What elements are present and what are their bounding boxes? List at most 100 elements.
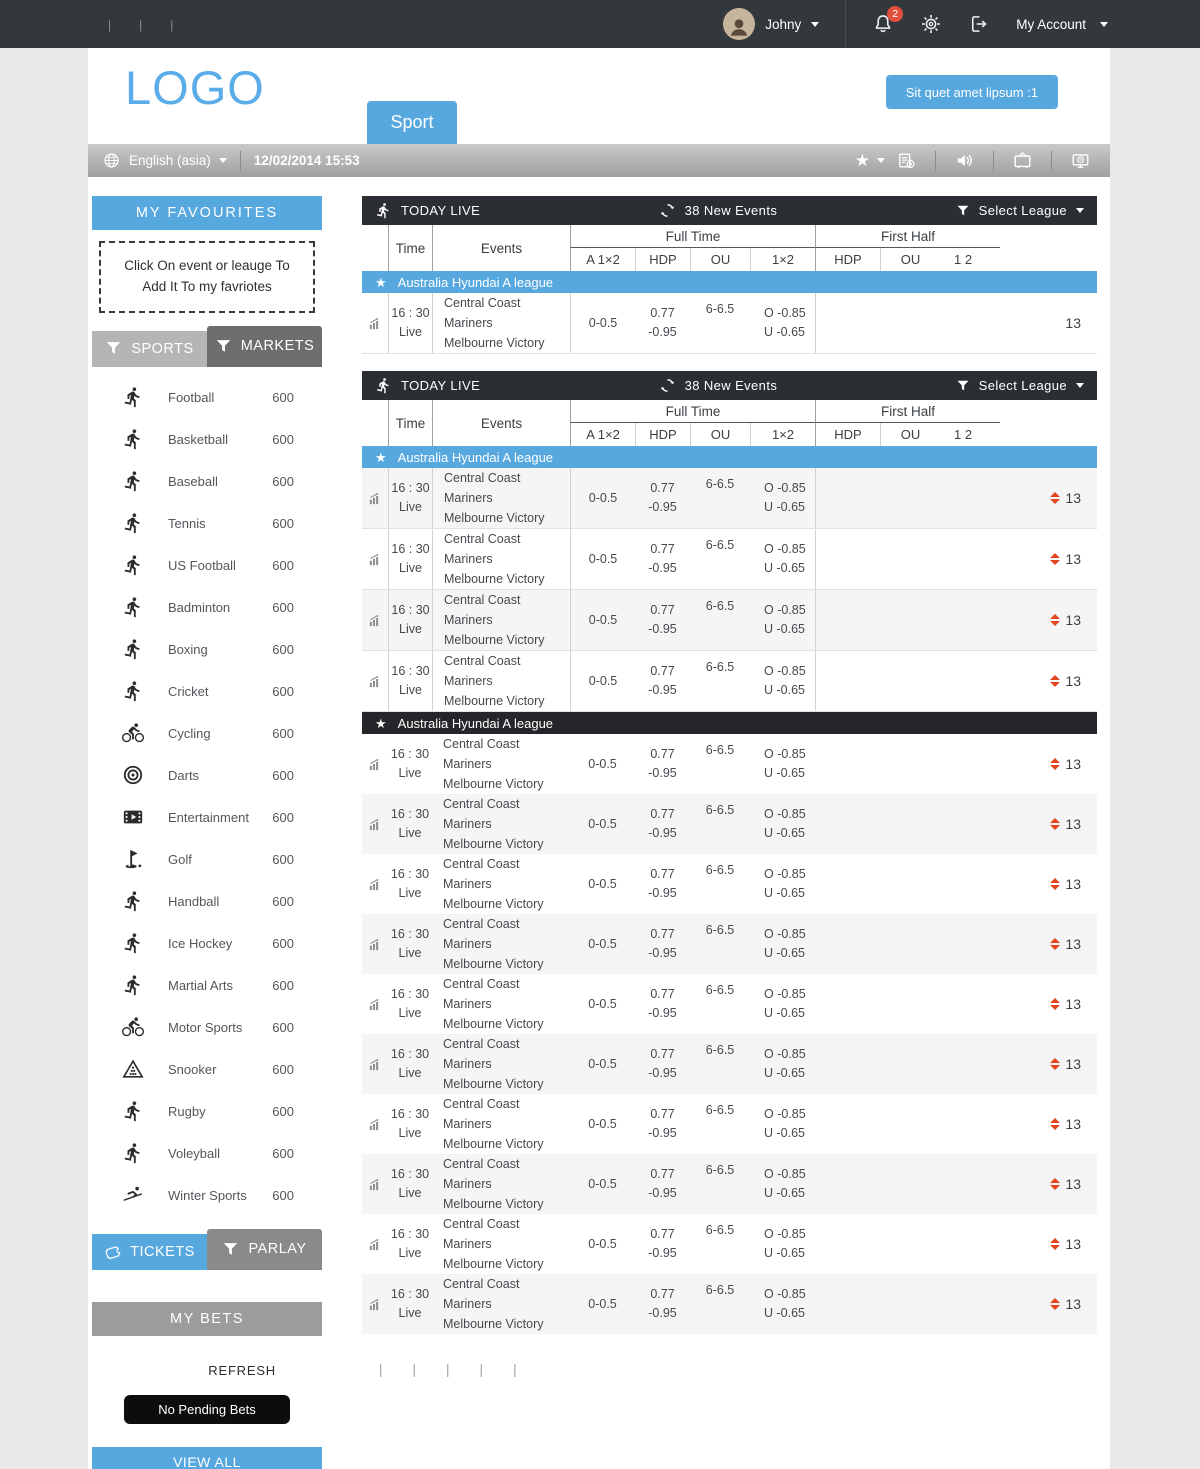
sidebar-sport-item[interactable]: Cycling 600: [92, 713, 322, 755]
favourite-star-icon[interactable]: ★: [375, 715, 387, 731]
odds-hdp[interactable]: 0.77 -0.95: [648, 986, 677, 1020]
event-teams[interactable]: Central Coast Mariners Melbourne Victory: [432, 734, 570, 794]
markets-count[interactable]: 13: [1000, 529, 1097, 589]
sidebar-sport-item[interactable]: Winter Sports 600: [92, 1175, 322, 1217]
sidebar-sport-item[interactable]: Tennis 600: [92, 503, 322, 545]
markets-count[interactable]: 13: [1000, 974, 1097, 1034]
odds-1x2[interactable]: O -0.85 U -0.65: [764, 305, 806, 339]
event-row[interactable]: 16 : 30 Live Central Coast Mariners Melbou…: [362, 734, 1097, 794]
odds-ou[interactable]: 6-6.5: [705, 743, 735, 757]
event-row[interactable]: 16 : 30 Live Central Coast Mariners Melbou…: [362, 974, 1097, 1034]
odds-ou[interactable]: 6-6.5: [705, 803, 735, 817]
event-teams[interactable]: Central Coast Mariners Melbourne Victory: [432, 468, 570, 528]
odds-1x2[interactable]: O -0.85 U -0.65: [764, 926, 806, 960]
odds-a1x2[interactable]: 0-0.5: [588, 877, 617, 891]
tab-tickets[interactable]: TICKETS: [92, 1233, 207, 1270]
sidebar-sport-item[interactable]: Baseball 600: [92, 461, 322, 503]
select-league-dropdown[interactable]: Select League: [956, 378, 1084, 393]
footer-link[interactable]: [431, 1362, 465, 1377]
my-account-menu[interactable]: My Account: [1016, 17, 1108, 32]
gear-icon[interactable]: [920, 13, 942, 35]
event-teams[interactable]: Central Coast Mariners Melbourne Victory: [432, 914, 570, 974]
odds-hdp[interactable]: 0.77 -0.95: [648, 806, 677, 840]
odds-hdp[interactable]: 0.77 -0.95: [648, 926, 677, 960]
odds-1x2[interactable]: O -0.85 U -0.65: [764, 1166, 806, 1200]
odds-hdp[interactable]: 0.77 -0.95: [648, 1106, 677, 1140]
event-teams[interactable]: Central Coast Mariners Melbourne Victory: [432, 293, 570, 353]
odds-a1x2[interactable]: 0-0.5: [588, 757, 617, 771]
sidebar-sport-item[interactable]: US Football 600: [92, 545, 322, 587]
odds-ou[interactable]: 6-6.5: [705, 863, 735, 877]
odds-1x2[interactable]: O -0.85 U -0.65: [764, 541, 806, 575]
sidebar-sport-item[interactable]: Motor Sports 600: [92, 1007, 322, 1049]
odds-a1x2[interactable]: 0-0.5: [588, 817, 617, 831]
sidebar-sport-item[interactable]: Cricket 600: [92, 671, 322, 713]
event-teams[interactable]: Central Coast Mariners Melbourne Victory: [432, 1214, 570, 1274]
event-teams[interactable]: Central Coast Mariners Melbourne Victory: [432, 590, 570, 650]
odds-hdp[interactable]: 0.77 -0.95: [648, 1286, 677, 1320]
footer-link[interactable]: [364, 1362, 398, 1377]
language-selector[interactable]: English (asia): [102, 151, 227, 170]
odds-a1x2[interactable]: 0-0.5: [570, 529, 635, 589]
sidebar-sport-item[interactable]: Voleyball 600: [92, 1133, 322, 1175]
odds-a1x2[interactable]: 0-0.5: [588, 937, 617, 951]
odds-hdp[interactable]: 0.77 -0.95: [648, 1226, 677, 1260]
markets-count[interactable]: 13: [1000, 914, 1097, 974]
markets-count[interactable]: 13: [1000, 854, 1097, 914]
odds-ou[interactable]: 6-6.5: [705, 599, 735, 613]
sidebar-sport-item[interactable]: Football 600: [92, 377, 322, 419]
markets-count[interactable]: 13: [1000, 1214, 1097, 1274]
odds-hdp[interactable]: 0.77 -0.95: [648, 663, 677, 697]
markets-count[interactable]: 13: [1000, 1094, 1097, 1154]
footer-link[interactable]: [498, 1362, 532, 1377]
markets-count[interactable]: 13: [1000, 1154, 1097, 1214]
odds-1x2[interactable]: O -0.85 U -0.65: [764, 1106, 806, 1140]
event-row[interactable]: 16 : 30 Live Central Coast Mariners Melbou…: [362, 854, 1097, 914]
odds-1x2[interactable]: O -0.85 U -0.65: [764, 602, 806, 636]
refresh-button[interactable]: REFRESH: [208, 1362, 276, 1378]
odds-1x2[interactable]: O -0.85 U -0.65: [764, 1226, 806, 1260]
sidebar-sport-item[interactable]: Snooker 600: [92, 1049, 322, 1091]
odds-ou[interactable]: 6-6.5: [705, 477, 735, 491]
add-betslip-button[interactable]: [891, 151, 922, 170]
odds-a1x2[interactable]: 0-0.5: [588, 1237, 617, 1251]
event-teams[interactable]: Central Coast Mariners Melbourne Victory: [432, 974, 570, 1034]
nav-link[interactable]: [125, 17, 156, 32]
sidebar-sport-item[interactable]: Basketball 600: [92, 419, 322, 461]
select-league-dropdown[interactable]: Select League: [956, 203, 1084, 218]
event-teams[interactable]: Central Coast Mariners Melbourne Victory: [432, 1094, 570, 1154]
odds-hdp[interactable]: 0.77 -0.95: [648, 305, 677, 339]
league-bar[interactable]: ★ Australia Hyundai A league: [362, 271, 1097, 293]
favourite-star-icon[interactable]: ★: [375, 274, 387, 290]
favourite-star-icon[interactable]: ★: [375, 449, 387, 465]
odds-a1x2[interactable]: 0-0.5: [570, 651, 635, 711]
odds-1x2[interactable]: O -0.85 U -0.65: [764, 1286, 806, 1320]
odds-1x2[interactable]: O -0.85 U -0.65: [764, 806, 806, 840]
odds-1x2[interactable]: O -0.85 U -0.65: [764, 1046, 806, 1080]
tab-parlay[interactable]: PARLAY: [207, 1228, 322, 1270]
sound-button[interactable]: [949, 151, 980, 170]
event-row[interactable]: 16 : 30 Live Central Coast Mariners Melbou…: [362, 1094, 1097, 1154]
odds-1x2[interactable]: O -0.85 U -0.65: [764, 480, 806, 514]
markets-count[interactable]: 13: [1065, 315, 1081, 331]
markets-count[interactable]: 13: [1000, 1034, 1097, 1094]
tv-button[interactable]: [1007, 151, 1038, 170]
markets-count[interactable]: 13: [1000, 651, 1097, 711]
odds-1x2[interactable]: O -0.85 U -0.65: [764, 746, 806, 780]
odds-a1x2[interactable]: 0-0.5: [570, 293, 635, 353]
event-teams[interactable]: Central Coast Mariners Melbourne Victory: [432, 651, 570, 711]
event-row[interactable]: 16 : 30 Live Central Coast Mariners Melbou…: [362, 1034, 1097, 1094]
odds-hdp[interactable]: 0.77 -0.95: [648, 866, 677, 900]
odds-ou[interactable]: 6-6.5: [705, 302, 735, 316]
odds-a1x2[interactable]: 0-0.5: [588, 1117, 617, 1131]
odds-ou[interactable]: 6-6.5: [705, 923, 735, 937]
odds-hdp[interactable]: 0.77 -0.95: [648, 602, 677, 636]
odds-hdp[interactable]: 0.77 -0.95: [648, 541, 677, 575]
odds-1x2[interactable]: O -0.85 U -0.65: [764, 986, 806, 1020]
event-row[interactable]: 16 : 30 Live Central Coast Mariners Melbou…: [362, 794, 1097, 854]
odds-ou[interactable]: 6-6.5: [705, 660, 735, 674]
odds-a1x2[interactable]: 0-0.5: [588, 997, 617, 1011]
footer-link[interactable]: [398, 1362, 432, 1377]
logout-icon[interactable]: [968, 13, 990, 35]
tab-sports[interactable]: SPORTS: [92, 330, 207, 367]
